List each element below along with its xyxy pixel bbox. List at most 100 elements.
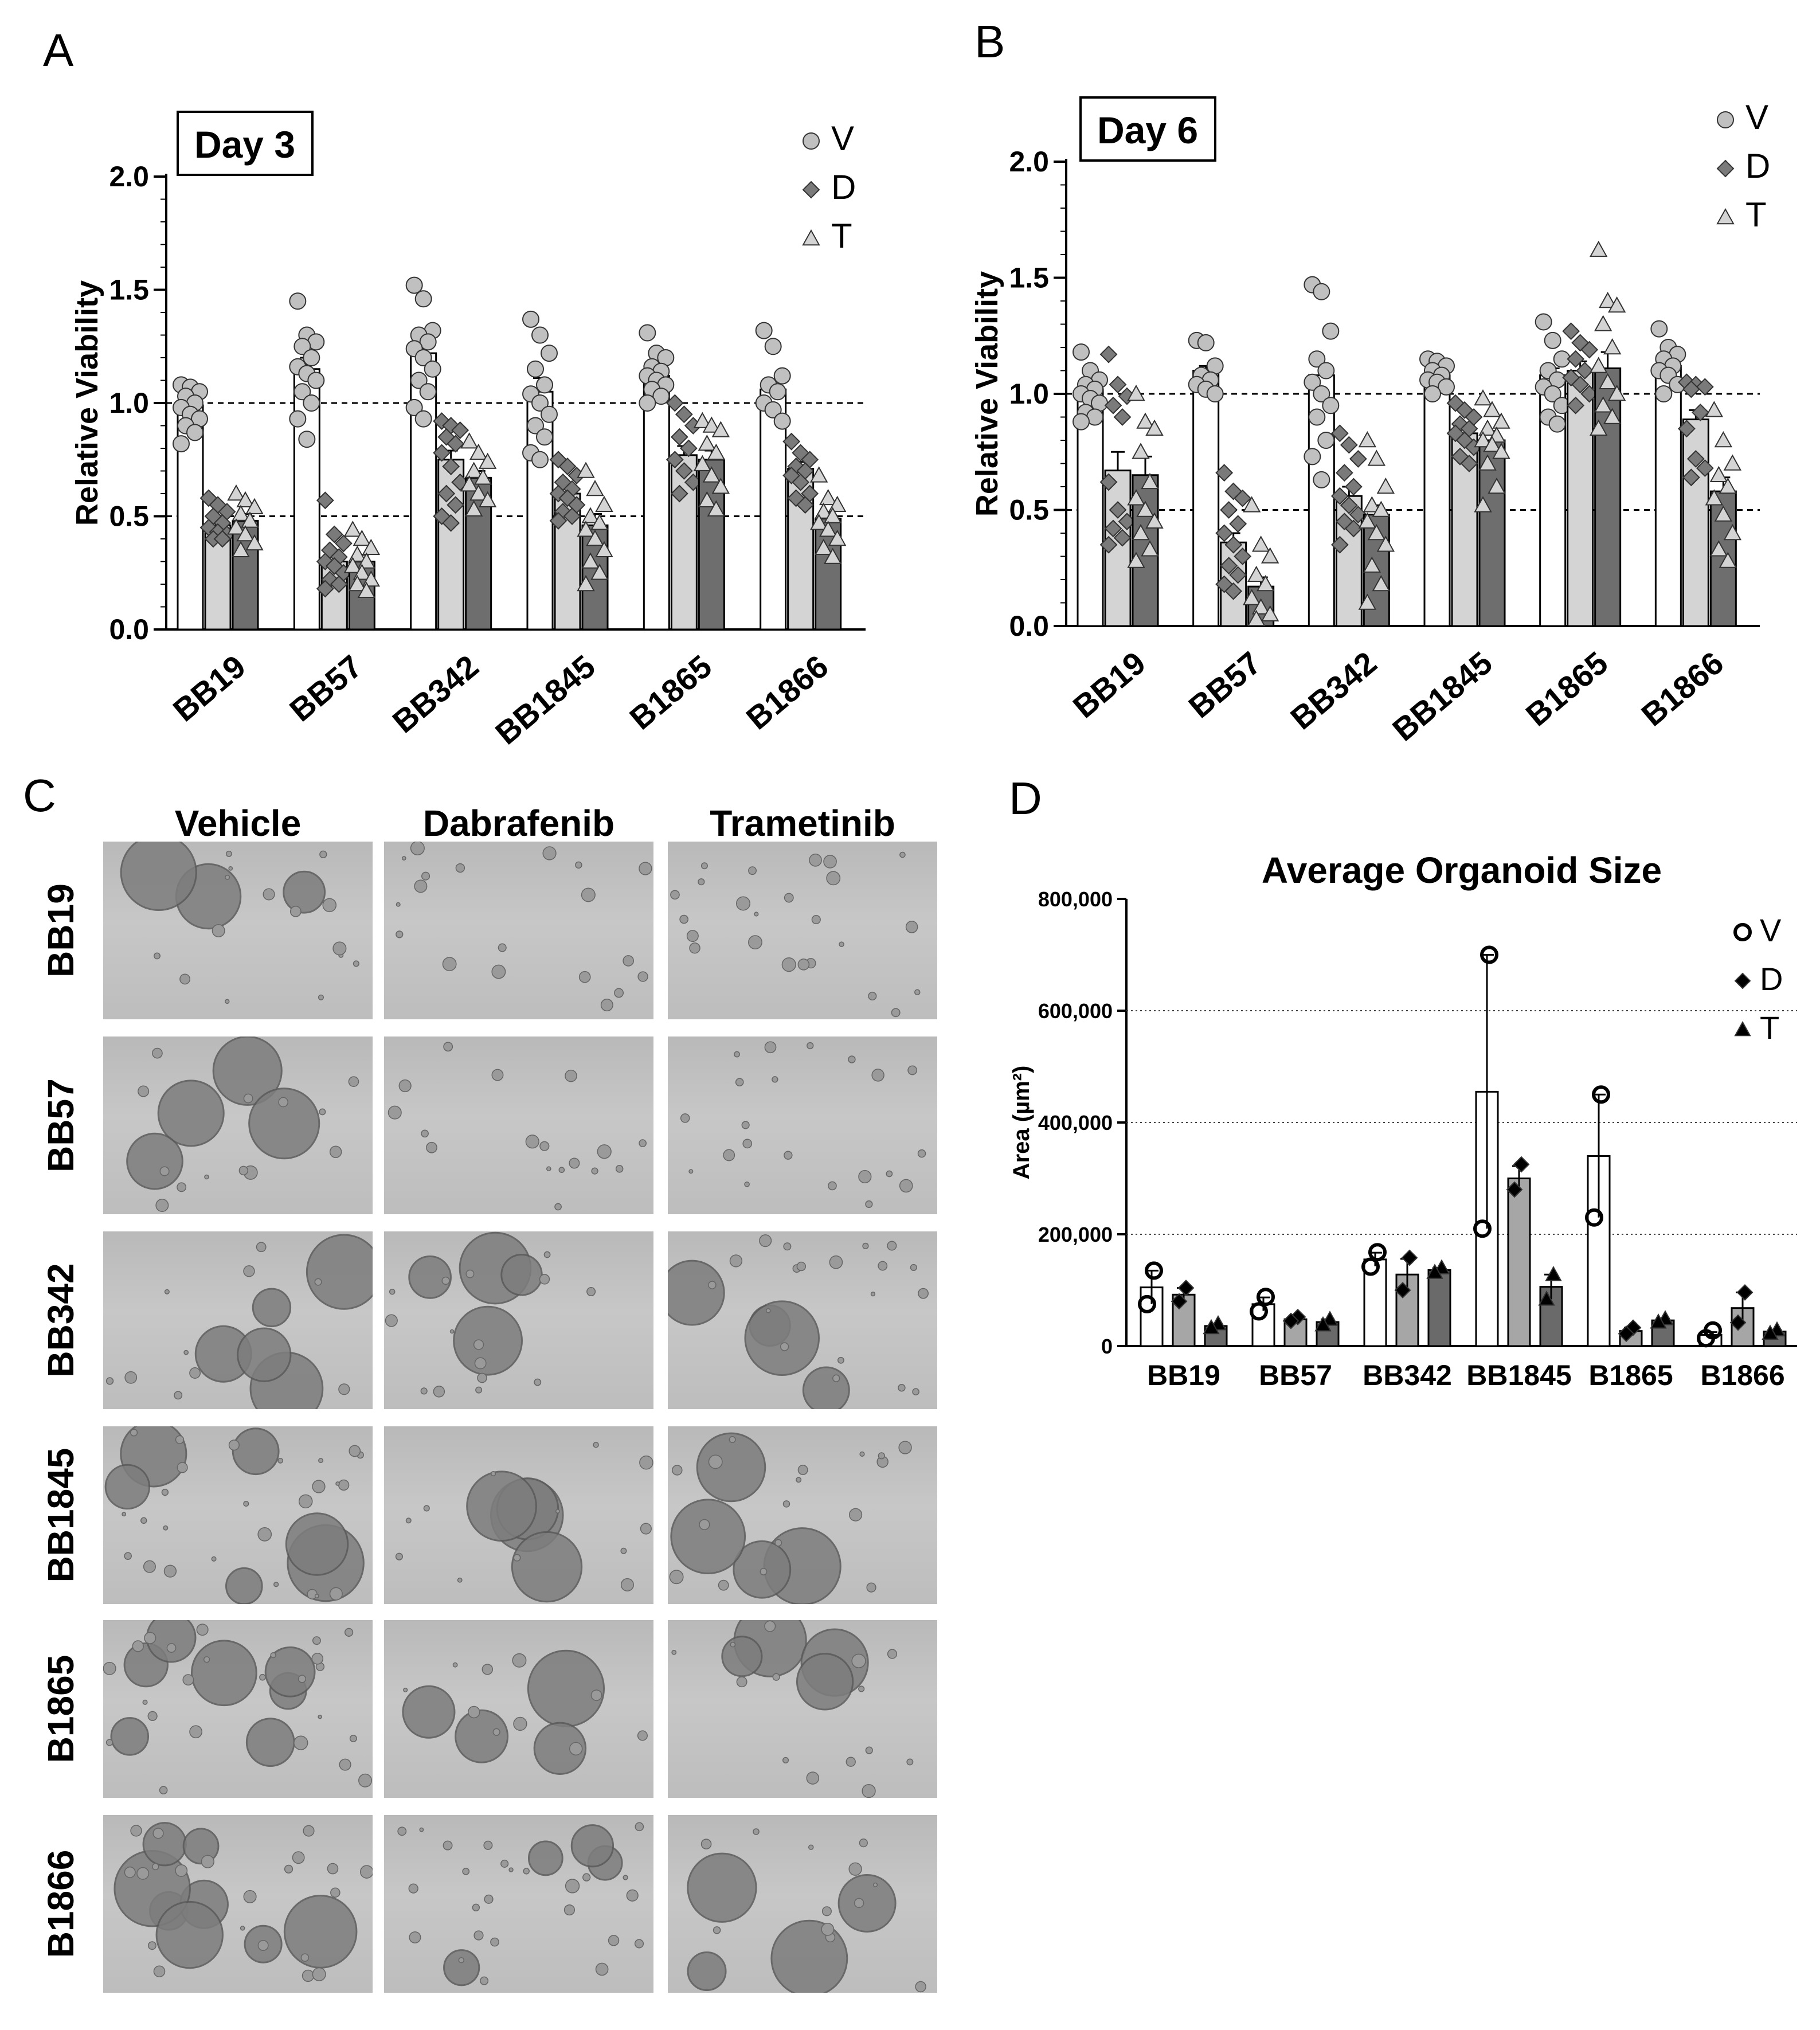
cell-cluster [796,1477,802,1483]
x-tick-label: BB342 [386,648,486,740]
data-point-T [473,468,492,485]
y-tick-label: 400,000 [1038,1111,1113,1135]
data-point-D [1224,535,1243,554]
data-point-V [1361,1257,1380,1276]
data-point-T [245,498,264,514]
data-point-T [353,564,371,580]
data-point-T [353,529,371,546]
data-point-T [343,557,362,573]
cell-cluster [595,1962,609,1976]
y-tick-label: 600,000 [1038,999,1113,1023]
data-point-V [764,338,782,355]
data-point-T [1709,540,1728,557]
data-point-T [469,443,488,460]
organoid [527,1649,605,1727]
organoid [687,1951,727,1992]
organoid-image [120,842,359,1004]
cell-cluster [871,1069,884,1082]
data-point-T [1426,1264,1443,1279]
bar-V [1192,370,1220,627]
cell-cluster [614,988,624,998]
organoid [248,1088,320,1160]
cell-cluster [477,1372,487,1383]
cell-cluster [462,1867,470,1875]
cell-cluster [225,999,230,1004]
micrograph-BB342-Dabrafenib [384,1231,653,1409]
cell-cluster [582,1873,591,1882]
legend-marker-D [802,181,820,199]
data-point-D [1729,1314,1747,1331]
y-tick-label: 2.0 [109,161,149,193]
cell-cluster [389,1288,396,1295]
legend-label-T: T [1745,195,1767,234]
organoid-image [113,1822,373,1982]
data-point-D [1506,1181,1523,1198]
legend-label-V: V [1760,912,1782,948]
cell-cluster [358,1773,373,1788]
data-point-T [1314,1316,1332,1332]
cell-cluster [426,1141,437,1153]
organoid-image [396,842,652,1012]
cell-cluster [523,1868,530,1875]
micrograph-B1866-Vehicle [103,1815,373,1993]
cell-cluster [542,846,557,860]
cell-cluster [491,1470,496,1477]
microscopy-row-label: BB57 [40,1078,81,1172]
cell-cluster [257,1527,272,1542]
data-point-V [405,276,423,294]
cell-cluster [821,1906,832,1916]
x-tick-label: B1866 [1634,644,1730,733]
cell-cluster [797,1464,808,1475]
cell-cluster [338,1479,350,1491]
cell-cluster [105,1377,114,1385]
cell-cluster [312,1636,321,1645]
cell-cluster [483,1840,493,1850]
cell-cluster [452,1662,458,1668]
data-point-T [1538,1290,1555,1306]
data-point-V [1322,322,1340,340]
cell-cluster [420,1387,428,1395]
data-point-D [316,491,334,510]
cell-cluster [591,1167,598,1175]
cell-cluster [891,1008,901,1018]
organoid [245,1718,295,1767]
panel-letter-c: C [23,770,56,821]
data-point-V [1197,334,1215,351]
cell-cluster [597,1144,612,1159]
y-tick-label: 1.5 [1009,262,1049,294]
data-point-D [433,444,451,462]
data-point-V [424,360,441,378]
micrograph-B1866-Dabrafenib [384,1815,653,1993]
data-point-T [1372,500,1391,517]
cell-cluster [256,1242,267,1253]
cell-cluster [914,989,921,996]
data-point-T [1372,575,1391,592]
cell-cluster [293,1735,308,1750]
organoid-image [388,1042,647,1211]
cell-cluster [915,1981,926,1993]
x-tick-label: BB1845 [1385,644,1499,748]
cell-cluster [318,1714,322,1719]
cell-cluster [303,1825,315,1837]
chart-title-box [177,111,314,176]
cell-cluster [344,1628,354,1637]
data-point-T [1242,496,1261,513]
data-point-D [1677,420,1696,438]
data-point-D [1682,380,1700,398]
cell-cluster [859,1451,865,1457]
data-point-V [527,360,544,378]
data-point-T [711,421,730,437]
organoid [570,1824,615,1868]
data-point-V [298,431,316,448]
data-point-T [1492,443,1510,459]
organoid-image [103,1620,373,1795]
data-point-D [1282,1312,1300,1329]
data-point-V [536,376,553,394]
data-point-D [1099,535,1118,554]
data-point-V [293,383,311,401]
data-point-T [1719,477,1737,494]
data-point-V [652,388,670,405]
cell-cluster [314,1278,322,1286]
cell-cluster [748,866,757,875]
data-point-T [227,518,245,535]
